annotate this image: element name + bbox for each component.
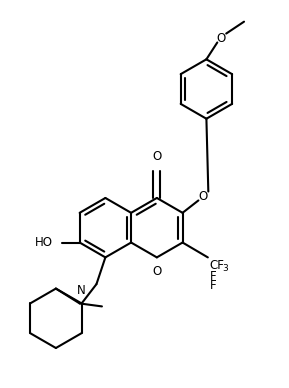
Text: O: O bbox=[217, 32, 226, 45]
Text: O: O bbox=[152, 150, 162, 163]
Text: F: F bbox=[210, 270, 216, 283]
Text: CF: CF bbox=[210, 259, 225, 272]
Text: O: O bbox=[152, 265, 162, 278]
Text: HO: HO bbox=[34, 236, 52, 249]
Text: N: N bbox=[77, 284, 86, 296]
Text: 3: 3 bbox=[223, 264, 228, 273]
Text: F: F bbox=[210, 279, 216, 292]
Text: O: O bbox=[199, 190, 208, 203]
